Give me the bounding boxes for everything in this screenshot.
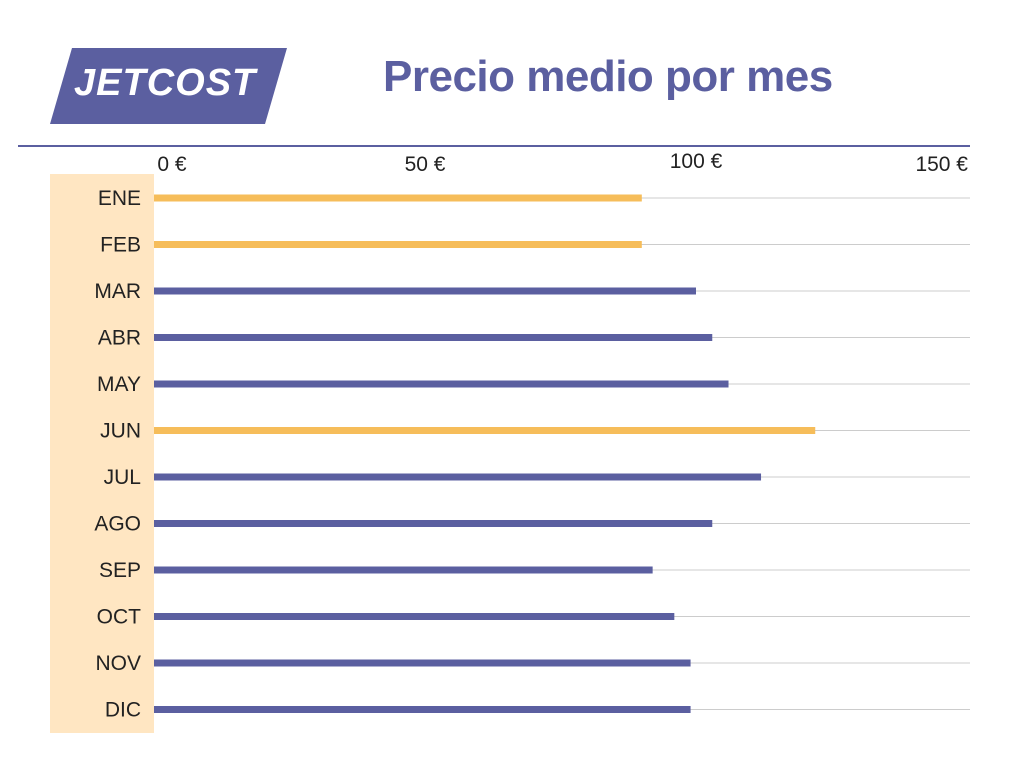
category-label: OCT <box>97 606 142 629</box>
bar-ene <box>154 194 642 202</box>
category-label: DIC <box>105 699 141 722</box>
category-label: ABR <box>98 327 141 350</box>
bar-jun <box>154 427 816 434</box>
bar-feb <box>154 241 642 248</box>
category-label-band <box>50 174 154 733</box>
bar-sep <box>154 566 653 574</box>
bar-nov <box>154 659 691 667</box>
category-label: FEB <box>100 234 141 257</box>
category-label: MAR <box>94 280 141 303</box>
bar-abr <box>154 334 713 341</box>
category-label: JUN <box>100 420 141 443</box>
x-tick-label: 0 € <box>157 153 187 176</box>
category-label: NOV <box>95 652 141 675</box>
category-label: JUL <box>104 466 141 489</box>
category-label: MAY <box>97 373 141 396</box>
logo-parallelogram <box>50 48 287 124</box>
category-label: AGO <box>94 513 141 536</box>
chart-title: Precio medio por mes <box>383 52 833 101</box>
jetcost-logo: JETCOST <box>50 48 290 124</box>
category-label: ENE <box>98 187 141 210</box>
x-tick-label: 150 € <box>915 153 968 176</box>
x-tick-label: 100 € <box>670 150 723 173</box>
bar-jul <box>154 473 762 481</box>
bar-oct <box>154 613 675 620</box>
bar-ago <box>154 520 713 527</box>
x-tick-label: 50 € <box>405 153 446 176</box>
bar-dic <box>154 706 691 713</box>
bar-may <box>154 380 729 388</box>
category-label: SEP <box>99 559 141 582</box>
logo-text: JETCOST <box>74 62 257 104</box>
bar-mar <box>154 287 696 295</box>
